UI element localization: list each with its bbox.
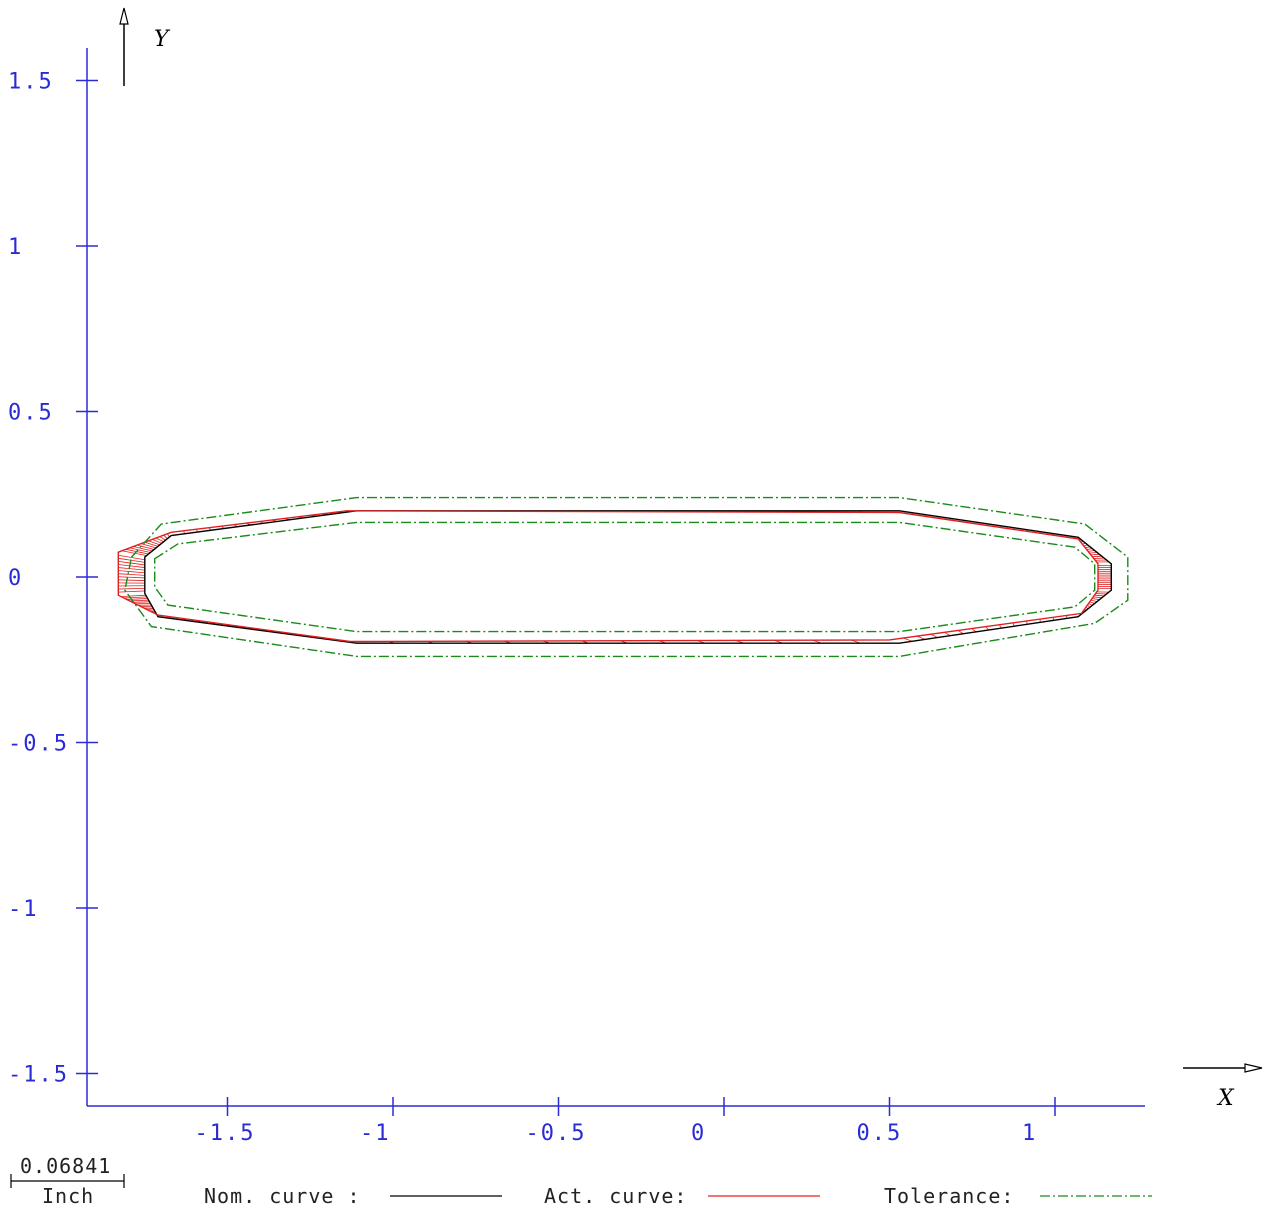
x-axis-title: X	[1216, 1086, 1235, 1111]
deviation-mark	[118, 564, 145, 568]
y-tick-label: 0	[8, 566, 23, 591]
deviation-mark	[118, 567, 145, 571]
deviation-mark	[118, 560, 145, 566]
deviation-mark	[1089, 601, 1095, 604]
deviation-mark	[1089, 552, 1098, 554]
y-direction-arrow	[119, 7, 129, 86]
scale-bar	[10, 1174, 125, 1188]
deviation-mark	[129, 547, 151, 553]
legend: Nom. curve : Act. curve: Tolerance:	[204, 1184, 1152, 1208]
deviation-mark	[140, 543, 157, 549]
deviation-mark	[152, 539, 162, 544]
deviation-mark	[163, 534, 168, 539]
y-tick-label: -1.5	[8, 1063, 69, 1088]
deviation-mark	[1088, 550, 1095, 552]
tolerance-curve	[153, 521, 1096, 633]
deviation-mark	[126, 598, 148, 600]
deviation-mark	[118, 576, 145, 579]
x-tick-label: 0.5	[857, 1121, 903, 1146]
y-tick-label: 1.5	[8, 70, 54, 95]
deviation-mark	[118, 587, 145, 590]
deviation-mark	[916, 635, 926, 640]
deviation-mark	[144, 541, 159, 547]
y-tick-label: -0.5	[8, 732, 69, 757]
deviation-mark	[1090, 599, 1098, 602]
scale-bar-unit: Inch	[42, 1184, 94, 1208]
axis-ticks: -1.5 -1 -0.5 0 0.5 1 1.5 1 0.5 0 -0.5 -1 -1.5	[8, 70, 1056, 1146]
deviation-mark	[930, 633, 938, 638]
deviation-mark	[1092, 598, 1100, 601]
y-tick-label: -1	[8, 897, 39, 922]
deviation-mark	[123, 596, 147, 599]
x-tick-label: -0.5	[526, 1121, 587, 1146]
legend-label-tolerance: Tolerance:	[884, 1184, 1014, 1208]
deviation-mark	[121, 594, 146, 598]
deviation-mark	[155, 537, 164, 543]
x-tick-label: -1	[360, 1121, 391, 1146]
deviation-mark	[118, 590, 145, 593]
x-tick-label: 0	[691, 1121, 706, 1146]
deviation-mark	[118, 570, 145, 574]
tolerance-curve	[124, 496, 1129, 658]
deviation-mark	[118, 579, 145, 581]
deviation-mark	[159, 536, 166, 541]
actual-curve	[117, 510, 1099, 643]
deviation-mark	[1086, 548, 1093, 550]
deviation-mark	[1093, 596, 1102, 599]
y-tick-label: 0.5	[8, 401, 54, 426]
legend-label-nominal: Nom. curve :	[204, 1184, 361, 1208]
deviation-mark	[133, 546, 153, 552]
deviation-mark	[148, 540, 161, 546]
y-tick-label: 1	[8, 235, 23, 260]
deviation-mark	[118, 554, 145, 561]
deviation-mark	[1090, 553, 1100, 556]
x-tick-label: 1	[1022, 1121, 1037, 1146]
x-direction-arrow	[1183, 1063, 1263, 1073]
deviation-mark	[118, 573, 145, 576]
x-tick-label: -1.5	[195, 1121, 256, 1146]
scale-bar-value: 0.06841	[20, 1154, 111, 1178]
series-layer	[117, 496, 1129, 658]
y-axis-title: Y	[154, 27, 171, 52]
deviation-mark	[137, 544, 155, 550]
deviation-mark	[903, 637, 913, 642]
legend-label-actual: Act. curve:	[544, 1184, 687, 1208]
deviation-mark	[1094, 594, 1105, 597]
